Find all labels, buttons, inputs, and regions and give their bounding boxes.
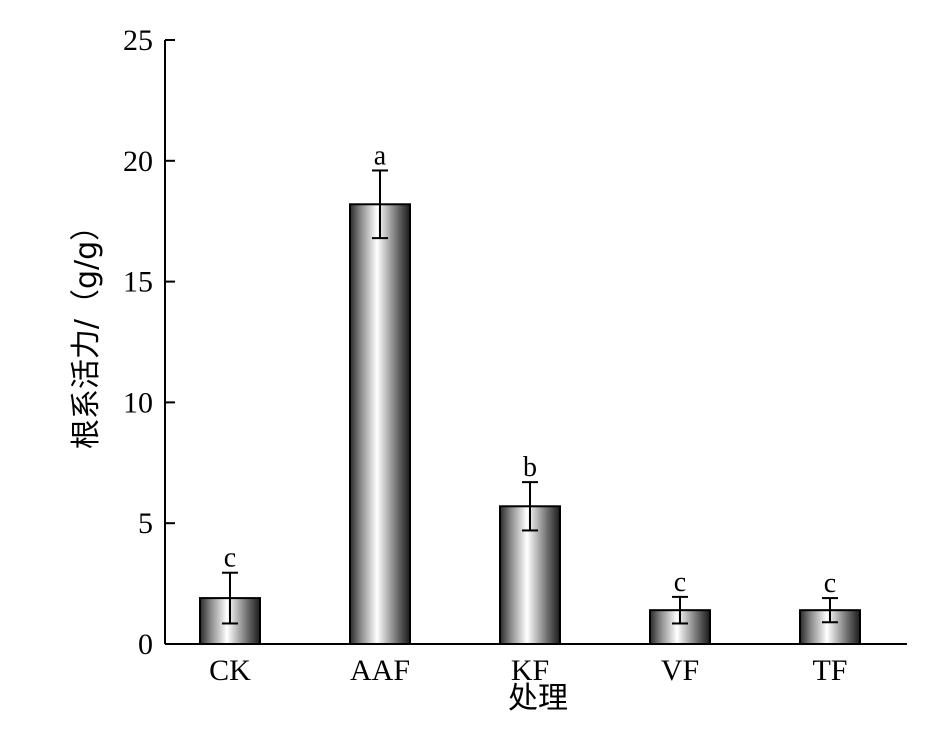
significance-labels: c a b c c [224, 140, 836, 599]
significance-label: c [224, 543, 236, 574]
y-tick-label: 10 [123, 386, 153, 419]
y-tick-label: 20 [123, 145, 153, 178]
y-axis: 0 5 10 15 20 25 [123, 24, 175, 661]
y-tick-label: 25 [123, 24, 153, 57]
x-tick-label: AAF [350, 654, 410, 687]
x-tick-label: VF [661, 654, 699, 687]
y-axis-title: 根系活力/（g/g） [69, 211, 104, 449]
bar [349, 203, 411, 645]
significance-label: c [824, 568, 836, 599]
x-tick-label: KF [511, 654, 549, 687]
x-tick-label: TF [812, 654, 847, 687]
x-tick-label: CK [209, 654, 251, 687]
bars [199, 203, 861, 646]
y-tick-label: 0 [138, 628, 153, 661]
y-tick-label: 5 [138, 507, 153, 540]
significance-label: a [374, 140, 387, 171]
significance-label: b [523, 452, 537, 483]
x-axis-title: 处理 [508, 681, 568, 716]
error-bars [222, 169, 838, 625]
significance-label: c [674, 567, 686, 598]
y-tick-label: 15 [123, 266, 153, 299]
